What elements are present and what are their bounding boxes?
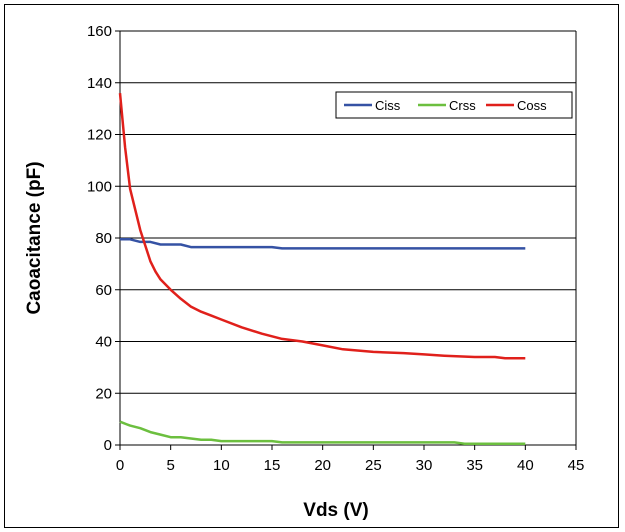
x-tick-label: 25: [365, 457, 382, 474]
y-tick-label: 40: [95, 334, 112, 351]
x-tick-label: 30: [416, 457, 433, 474]
series-line-crss: [119, 420, 526, 445]
x-tick-label: 45: [568, 457, 585, 474]
legend-label-crss: Crss: [449, 98, 476, 113]
y-tick-label: 140: [87, 75, 112, 92]
legend-label-coss: Coss: [517, 98, 547, 113]
x-tick-label: 20: [314, 457, 331, 474]
y-tick-label: 160: [87, 23, 112, 40]
y-tick-label: 20: [95, 385, 112, 402]
y-axis-title: Caoacitance (pF): [24, 161, 45, 314]
chart-frame: [4, 4, 619, 528]
x-axis-title: Vds (V): [303, 500, 368, 521]
legend-label-ciss: Ciss: [375, 98, 401, 113]
y-tick-label: 100: [87, 178, 112, 195]
series-line-coss: [118, 92, 526, 360]
series-lines: [118, 92, 526, 445]
x-tick-label: 5: [166, 457, 174, 474]
legend: Ciss Crss Coss: [335, 91, 573, 119]
y-tick-label: 60: [95, 282, 112, 299]
series-line-ciss: [120, 238, 526, 250]
legend-box: [335, 91, 573, 119]
y-tick-label: 120: [87, 127, 112, 144]
gridlines: [120, 30, 576, 394]
y-tick-label: 80: [95, 230, 112, 247]
x-tick-label: 15: [264, 457, 281, 474]
axes: 0 20 40 60 80 100 120 140 160 0 5 10 15 20 25 30 35 40 45: [87, 23, 584, 474]
x-tick-label: 35: [466, 457, 483, 474]
x-tick-label: 40: [517, 457, 534, 474]
y-tick-label: 0: [104, 437, 112, 454]
x-tick-label: 10: [213, 457, 230, 474]
x-tick-label: 0: [116, 457, 124, 474]
